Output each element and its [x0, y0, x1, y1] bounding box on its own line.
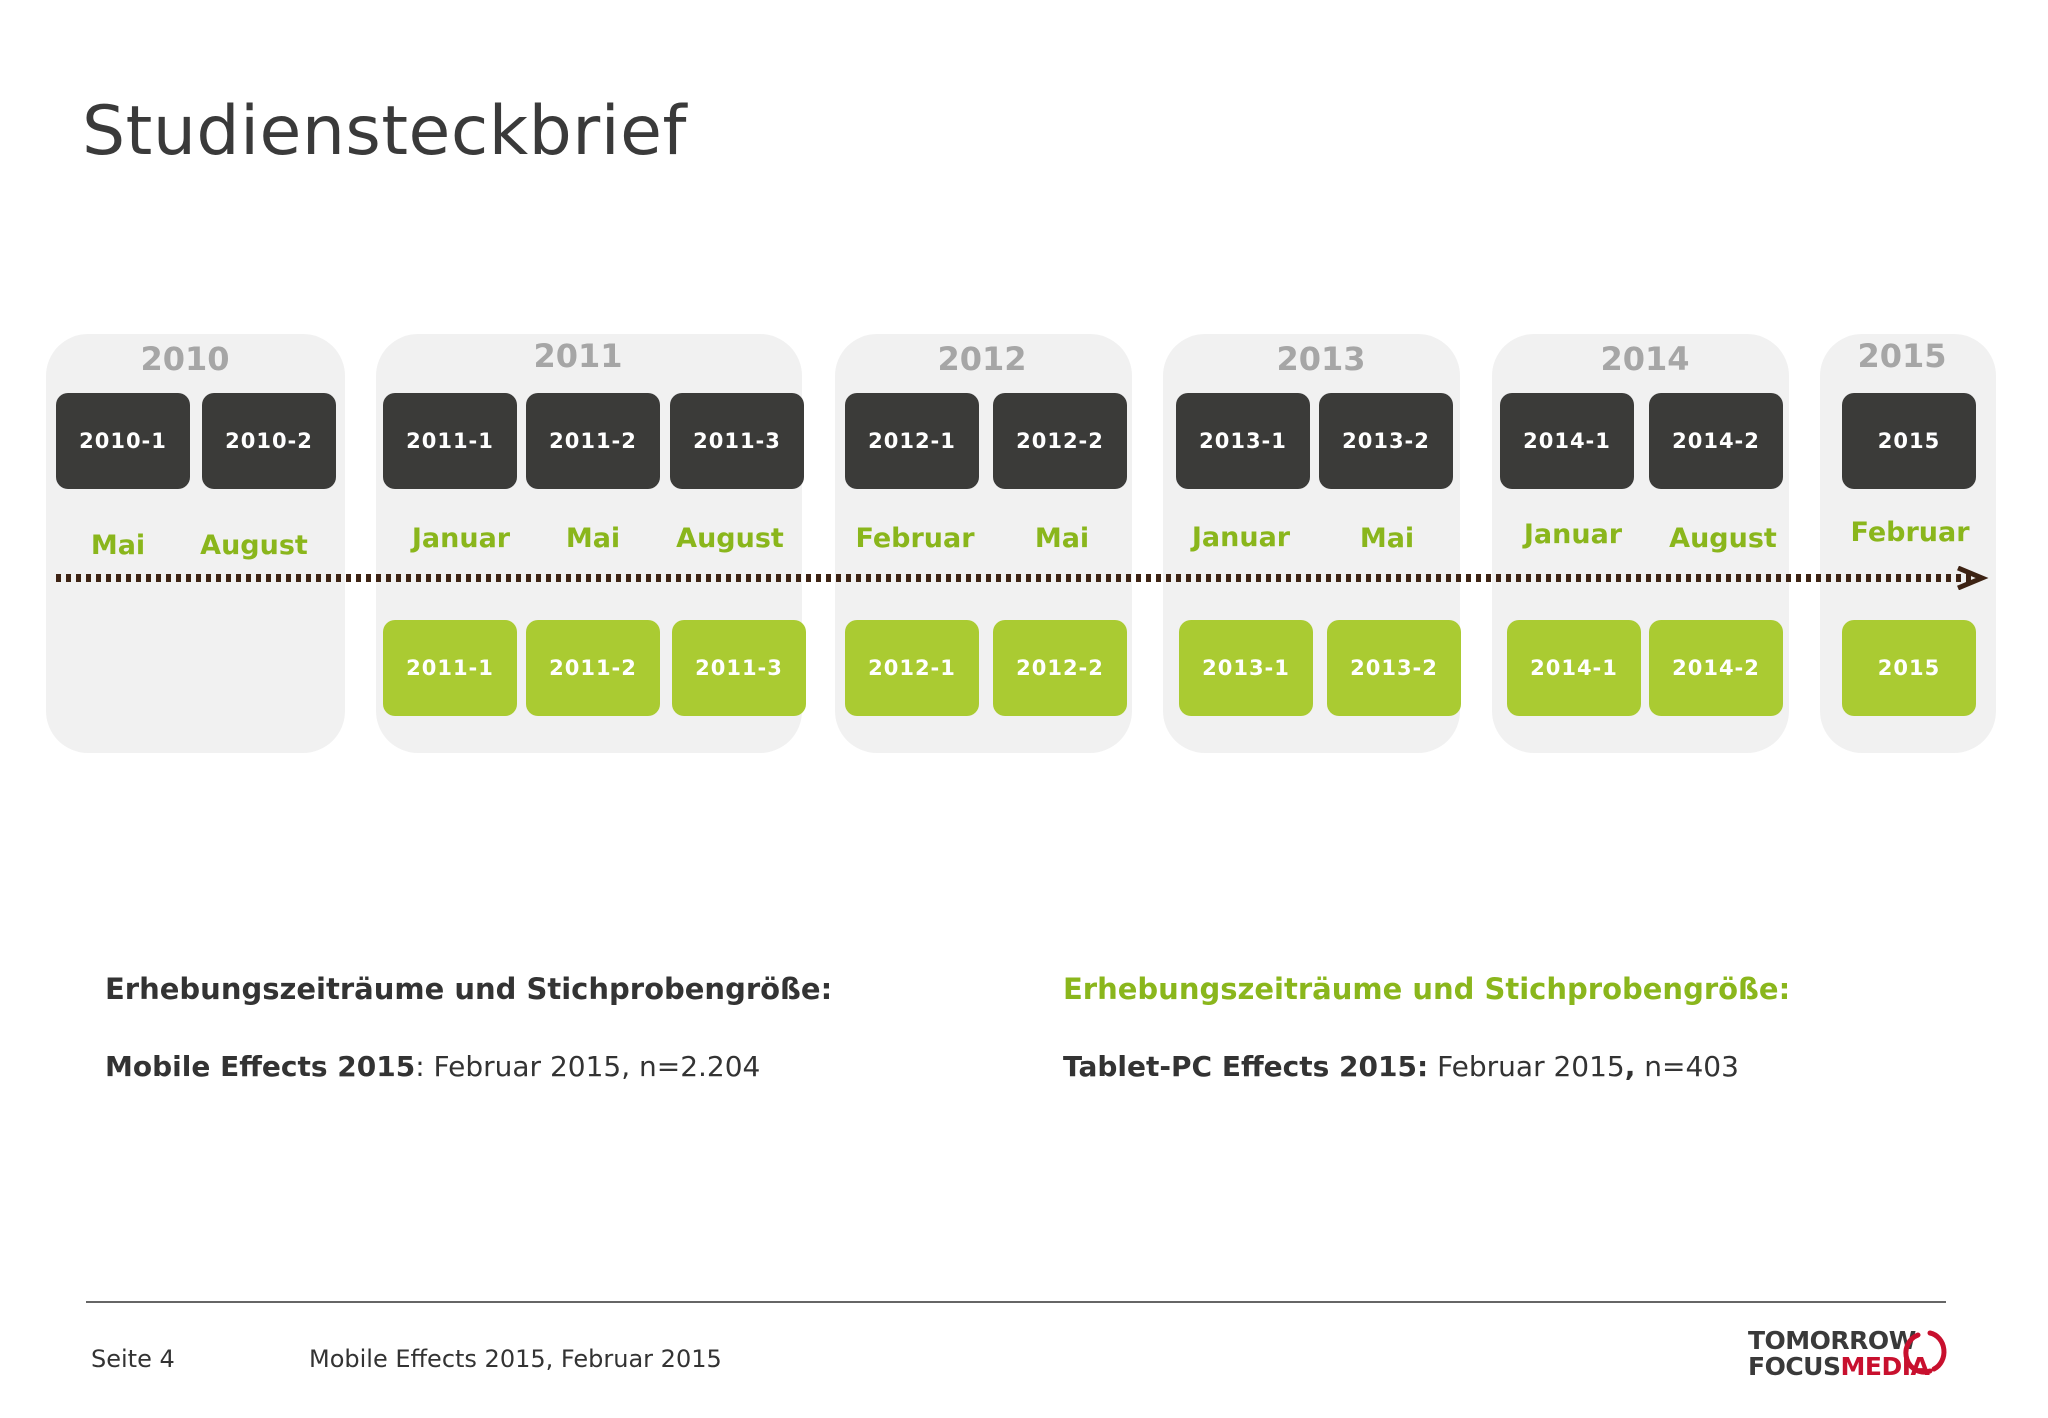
tablet-study-name: Tablet-PC Effects 2015:: [1063, 1050, 1429, 1083]
mobile-info-line: Mobile Effects 2015: Februar 2015, n=2.2…: [105, 1050, 760, 1083]
tablet-wave-box: 2015: [1842, 620, 1976, 716]
year-label: 2014: [1600, 340, 1690, 378]
mobile-wave-box: 2013-1: [1176, 393, 1310, 489]
company-logo: TOMORROW FOCUSMEDIA: [1748, 1326, 1930, 1381]
tablet-info-line: Tablet-PC Effects 2015: Februar 2015, n=…: [1063, 1050, 1739, 1083]
year-label: 2010: [140, 340, 230, 378]
tablet-wave-box: 2011-1: [383, 620, 517, 716]
mobile-study-name: Mobile Effects 2015: [105, 1050, 416, 1083]
tablet-wave-box: 2011-2: [526, 620, 660, 716]
month-label: Mai: [565, 523, 621, 554]
mobile-wave-box: 2012-2: [993, 393, 1127, 489]
mobile-wave-box: 2010-1: [56, 393, 190, 489]
year-label: 2013: [1276, 340, 1366, 378]
mobile-wave-box: 2012-1: [845, 393, 979, 489]
tablet-wave-box: 2014-2: [1649, 620, 1783, 716]
tablet-study-date: Februar 2015: [1428, 1050, 1625, 1083]
month-label: Februar: [855, 523, 975, 554]
page-title: Studiensteckbrief: [82, 92, 687, 171]
month-label: Februar: [1850, 517, 1970, 548]
mobile-info-heading: Erhebungszeiträume und Stichprobengröße:: [105, 972, 833, 1006]
ring-logo-icon: [1903, 1330, 1947, 1375]
mobile-wave-box: 2011-1: [383, 393, 517, 489]
year-label: 2012: [937, 340, 1027, 378]
page-number: Seite 4: [91, 1345, 175, 1373]
year-label: 2015: [1857, 337, 1947, 375]
mobile-wave-box: 2010-2: [202, 393, 336, 489]
tablet-wave-box: 2011-3: [672, 620, 806, 716]
tablet-wave-box: 2014-1: [1507, 620, 1641, 716]
month-label: Mai: [90, 530, 146, 561]
logo-text-line2: FOCUSMEDIA: [1748, 1352, 1930, 1381]
month-label: August: [1669, 523, 1777, 554]
logo-text-focus: FOCUS: [1748, 1352, 1841, 1381]
timeline-arrow-icon: [56, 566, 1989, 590]
mobile-wave-box: 2011-2: [526, 393, 660, 489]
month-label: Januar: [411, 523, 511, 554]
mobile-wave-box: 2014-2: [1649, 393, 1783, 489]
mobile-wave-box: 2014-1: [1500, 393, 1634, 489]
tablet-info-heading: Erhebungszeiträume und Stichprobengröße:: [1063, 972, 1791, 1006]
tablet-study-separator: ,: [1624, 1050, 1636, 1083]
footer-source: Mobile Effects 2015, Februar 2015: [309, 1345, 722, 1373]
mobile-study-details: : Februar 2015, n=2.204: [415, 1050, 761, 1083]
tablet-wave-box: 2013-1: [1179, 620, 1313, 716]
mobile-wave-box: 2011-3: [670, 393, 804, 489]
month-label: Januar: [1191, 522, 1291, 553]
tablet-wave-box: 2012-2: [993, 620, 1127, 716]
month-label: Januar: [1523, 519, 1623, 550]
year-label: 2011: [533, 337, 623, 375]
footer-divider: [86, 1301, 1946, 1303]
mobile-wave-box: 2013-2: [1319, 393, 1453, 489]
tablet-wave-box: 2013-2: [1327, 620, 1461, 716]
month-label: August: [200, 530, 308, 561]
month-label: August: [676, 523, 784, 554]
mobile-wave-box: 2015: [1842, 393, 1976, 489]
logo-text-media: MEDIA: [1840, 1352, 1930, 1381]
logo-text-line1: TOMORROW: [1748, 1326, 1916, 1355]
month-label: Mai: [1359, 523, 1415, 554]
tablet-wave-box: 2012-1: [845, 620, 979, 716]
month-label: Mai: [1034, 523, 1090, 554]
tablet-study-sample: n=403: [1635, 1050, 1739, 1083]
